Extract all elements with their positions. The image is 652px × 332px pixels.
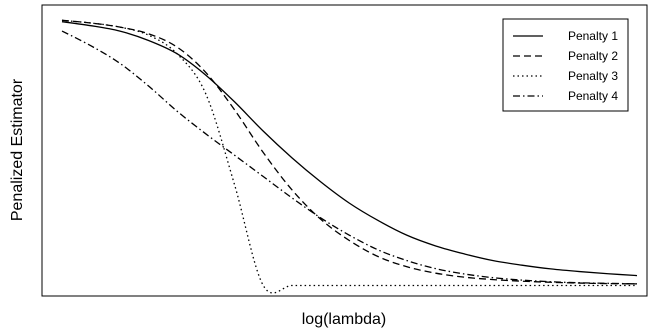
x-axis-label: log(lambda) [302, 311, 386, 328]
series-layer [61, 19, 638, 294]
legend-label-penalty-3: Penalty 3 [568, 69, 618, 83]
plot-frame [41, 4, 648, 297]
legend: Penalty 1 Penalty 2 Penalty 3 Penalty 4 [502, 18, 629, 112]
legend-label-penalty-1: Penalty 1 [568, 29, 618, 43]
y-axis-label: Penalized Estimator [9, 78, 26, 221]
series-line-penalty-3 [61, 19, 637, 294]
legend-label-penalty-4: Penalty 4 [568, 89, 618, 103]
legend-label-penalty-2: Penalty 2 [568, 49, 618, 63]
series-line-penalty-2 [61, 19, 638, 285]
series-line-penalty-1 [61, 21, 638, 277]
legend-items: Penalty 1 Penalty 2 Penalty 3 Penalty 4 [513, 29, 618, 103]
series-line-penalty-4 [61, 30, 638, 285]
